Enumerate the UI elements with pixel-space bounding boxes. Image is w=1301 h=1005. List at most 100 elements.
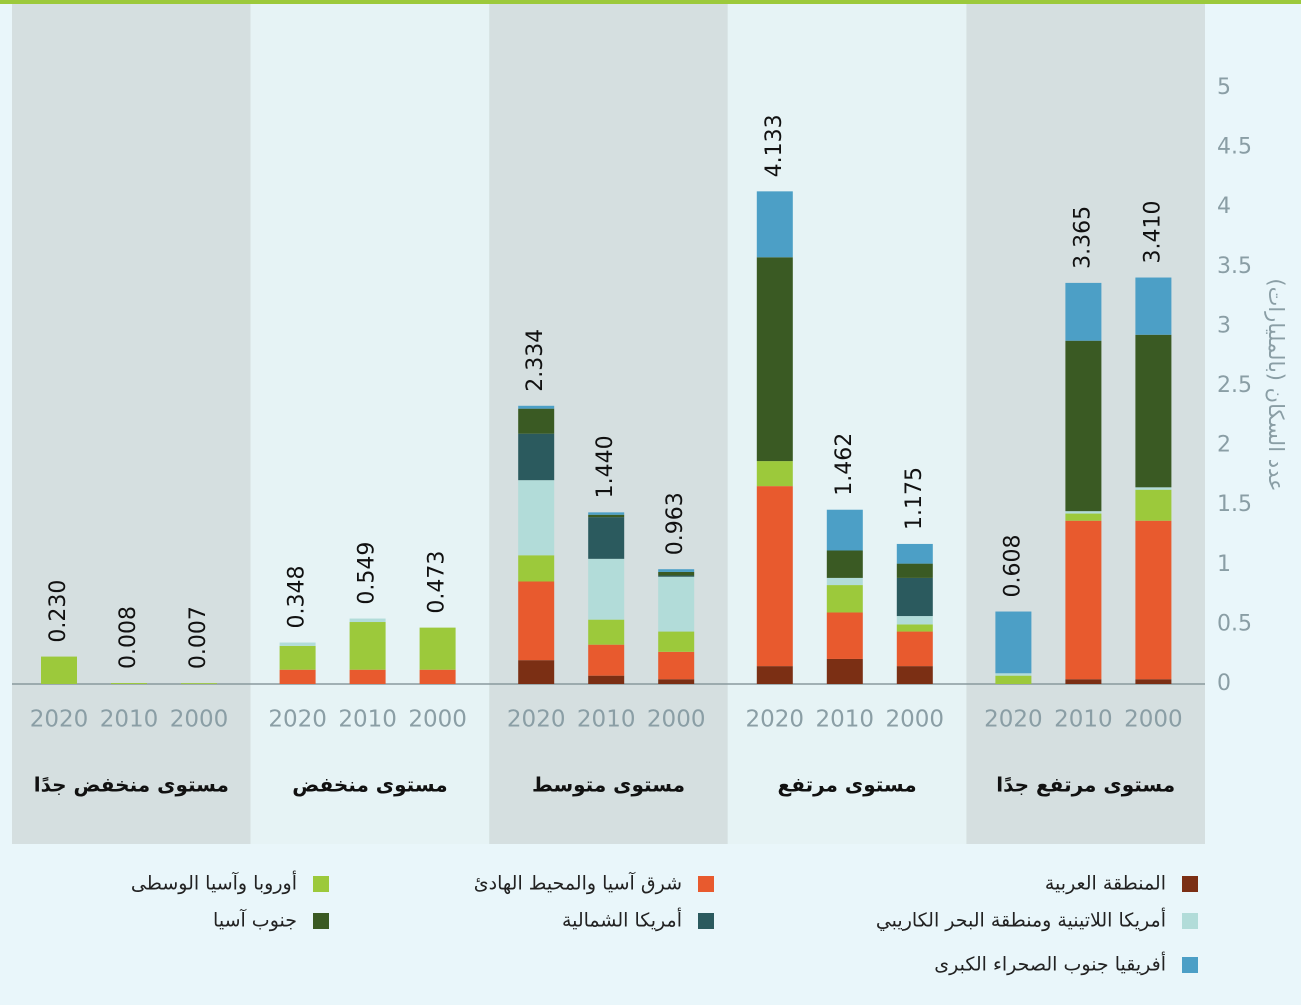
bar-segment [518, 660, 555, 684]
y-tick-label: 1 [1217, 552, 1231, 577]
y-axis-title: عدد السكان (بالمليارات) [1264, 278, 1288, 491]
bar-segment [1135, 487, 1172, 490]
bar-segment [756, 191, 793, 258]
legend-swatch [313, 913, 329, 929]
total-label: 0.549 [355, 542, 380, 605]
bar-segment [279, 645, 316, 670]
group-band [12, 4, 251, 844]
legend-label: أمريكا الشمالية [562, 908, 682, 932]
bar-segment [826, 509, 863, 551]
bar-segment [756, 666, 793, 684]
bar-segment [896, 616, 933, 625]
x-tick-label: 2020 [746, 707, 805, 733]
total-label: 1.440 [593, 435, 618, 498]
total-label: 0.473 [425, 551, 450, 614]
bar-segment [349, 622, 386, 670]
bar-segment [826, 585, 863, 613]
x-tick-label: 2020 [984, 707, 1043, 733]
group-label: مستوى منخفض جدًا [34, 773, 229, 797]
bar-segment [995, 675, 1032, 684]
bar-segment [896, 577, 933, 617]
bar-segment [518, 433, 555, 481]
bar-segment [518, 408, 555, 434]
bar-segment [518, 480, 555, 556]
bar-segment [896, 543, 933, 564]
bar-segment [1065, 340, 1102, 512]
bar-segment [419, 627, 456, 670]
bar-segment [658, 571, 695, 576]
x-tick-label: 2000 [170, 707, 229, 733]
legend-swatch [1182, 913, 1198, 929]
bar-segment [279, 642, 316, 646]
x-tick-label: 2010 [1054, 707, 1113, 733]
y-tick-label: 3.5 [1217, 254, 1252, 279]
total-label: 0.230 [46, 580, 71, 643]
legend-swatch [313, 876, 329, 892]
bar-segment [896, 624, 933, 632]
legend-swatch [698, 876, 714, 892]
legend-swatch [1182, 876, 1198, 892]
bar-segment [518, 405, 555, 409]
bar-segment [41, 656, 77, 684]
bar-segment [588, 619, 625, 645]
group-label: مستوى مرتفع جدًا [996, 773, 1175, 797]
legend-swatch [1182, 957, 1198, 973]
y-tick-label: 4 [1217, 194, 1231, 219]
bar-segment [588, 644, 625, 676]
bar-segment [896, 631, 933, 667]
bar-segment [658, 679, 695, 684]
bar-segment [588, 517, 625, 559]
y-tick-label: 1.5 [1217, 492, 1252, 517]
bar-segment [1065, 520, 1102, 680]
bar-segment [518, 581, 555, 661]
group-band [250, 4, 490, 844]
y-tick-label: 0.5 [1217, 611, 1252, 636]
total-label: 1.175 [902, 467, 927, 530]
x-tick-label: 2000 [1124, 707, 1183, 733]
x-tick-label: 2010 [100, 707, 159, 733]
bar-segment [756, 461, 793, 487]
legend-label: المنطقة العربية [1045, 873, 1166, 895]
bar-segment [658, 651, 695, 680]
x-tick-label: 2010 [338, 707, 397, 733]
x-tick-label: 2000 [408, 707, 467, 733]
bar-segment [588, 675, 625, 684]
bar-segment [111, 683, 147, 684]
total-label: 0.348 [285, 566, 310, 629]
legend-label: جنوب آسيا [213, 908, 297, 932]
y-tick-label: 3 [1217, 313, 1231, 338]
y-tick-label: 4.5 [1217, 135, 1252, 160]
bar-segment [658, 569, 695, 572]
legend-label: أفريقيا جنوب الصحراء الكبرى [934, 952, 1166, 976]
total-label: 3.365 [1070, 206, 1095, 269]
bar-segment [826, 658, 863, 684]
legend-swatch [698, 913, 714, 929]
bar-segment [1065, 513, 1102, 521]
bar-segment [1135, 679, 1172, 684]
bar-segment [658, 631, 695, 652]
y-tick-label: 2 [1217, 433, 1231, 458]
bar-segment [1135, 489, 1172, 521]
x-tick-label: 2010 [816, 707, 875, 733]
bar-segment [349, 669, 386, 684]
x-tick-label: 2020 [507, 707, 566, 733]
total-label: 0.007 [186, 606, 211, 669]
x-tick-label: 2000 [886, 707, 945, 733]
bar-segment [826, 612, 863, 659]
y-tick-label: 2.5 [1217, 373, 1252, 398]
bar-segment [181, 683, 217, 684]
bar-segment [349, 618, 386, 623]
bar-segment [1065, 511, 1102, 514]
group-label: مستوى منخفض [292, 773, 447, 797]
x-tick-label: 2010 [577, 707, 636, 733]
legend-label: أوروبا وآسيا الوسطى [131, 871, 297, 895]
total-label: 1.462 [832, 433, 857, 496]
bar-segment [518, 555, 555, 582]
total-label: 3.410 [1140, 201, 1165, 264]
x-tick-label: 2020 [30, 707, 89, 733]
bar-segment [1135, 277, 1172, 335]
bar-segment [826, 577, 863, 586]
bar-segment [896, 563, 933, 578]
bar-segment [1135, 520, 1172, 680]
